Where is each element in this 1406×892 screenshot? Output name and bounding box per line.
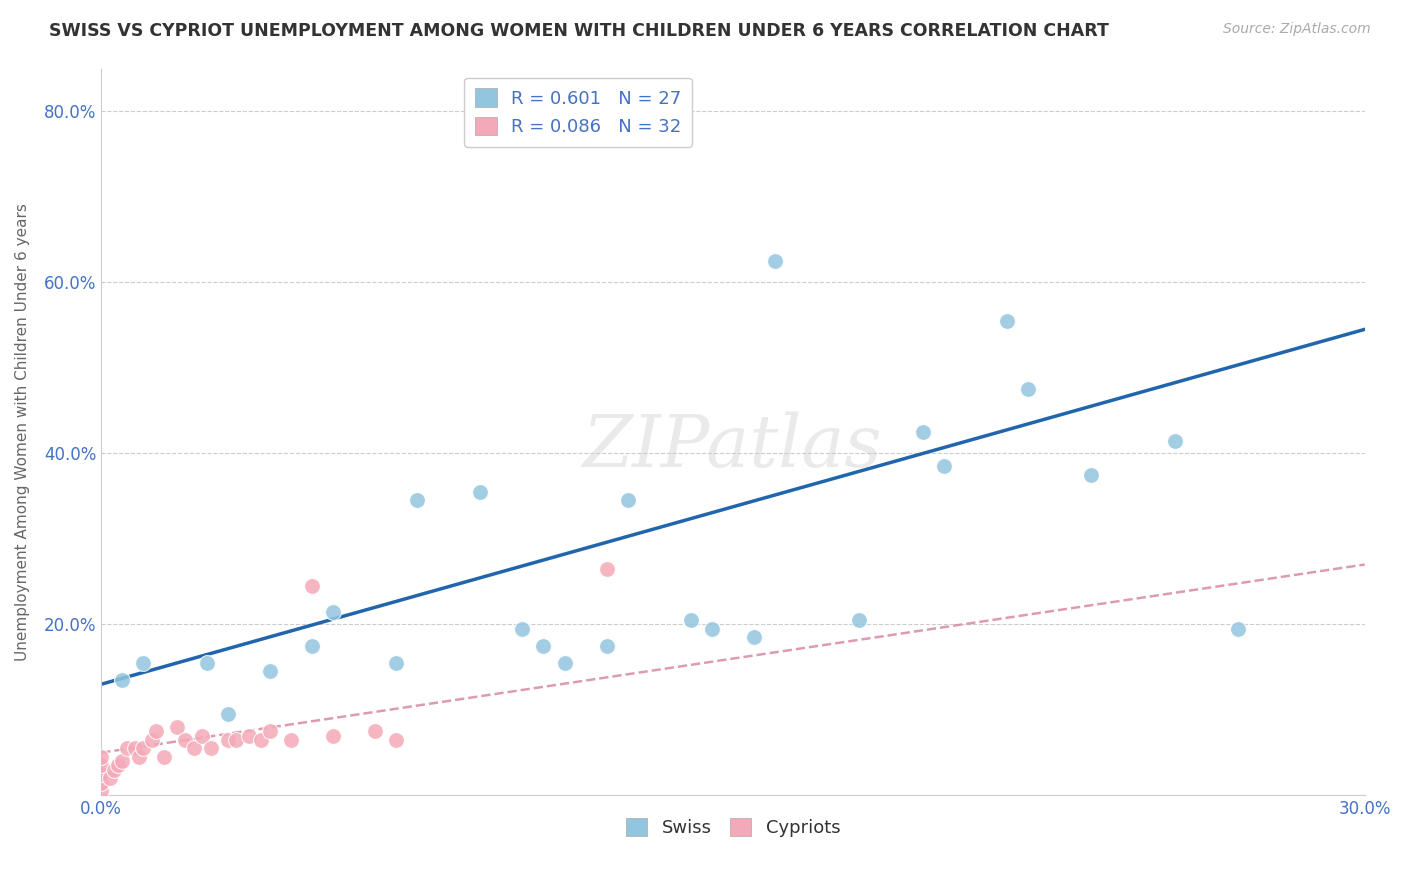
Point: [111, 754, 134, 768]
Point: [153, 750, 176, 764]
Point: [98, 772, 121, 786]
Point: [217, 707, 239, 722]
Point: [259, 665, 281, 679]
Point: [533, 639, 555, 653]
Point: [1227, 622, 1250, 636]
Y-axis label: Unemployment Among Women with Children Under 6 years: Unemployment Among Women with Children U…: [15, 203, 30, 661]
Point: [700, 622, 723, 636]
Point: [679, 613, 702, 627]
Point: [111, 673, 134, 687]
Point: [195, 656, 218, 670]
Point: [512, 622, 534, 636]
Point: [763, 254, 786, 268]
Point: [103, 763, 125, 777]
Point: [183, 741, 205, 756]
Point: [250, 732, 273, 747]
Point: [385, 732, 408, 747]
Point: [259, 724, 281, 739]
Point: [911, 425, 934, 439]
Point: [301, 639, 323, 653]
Point: [124, 741, 146, 756]
Point: [90, 758, 112, 772]
Legend: Swiss, Cypriots: Swiss, Cypriots: [619, 811, 848, 845]
Point: [191, 729, 214, 743]
Point: [174, 732, 197, 747]
Point: [301, 579, 323, 593]
Point: [90, 767, 112, 781]
Point: [132, 656, 155, 670]
Point: [595, 562, 617, 576]
Point: [90, 750, 112, 764]
Point: [141, 732, 163, 747]
Point: [742, 630, 765, 644]
Point: [1164, 434, 1187, 448]
Point: [225, 732, 247, 747]
Point: [385, 656, 408, 670]
Text: SWISS VS CYPRIOT UNEMPLOYMENT AMONG WOMEN WITH CHILDREN UNDER 6 YEARS CORRELATIO: SWISS VS CYPRIOT UNEMPLOYMENT AMONG WOME…: [49, 22, 1109, 40]
Text: ZIPatlas: ZIPatlas: [583, 411, 883, 482]
Point: [595, 639, 617, 653]
Point: [322, 605, 344, 619]
Point: [1080, 467, 1102, 482]
Text: Source: ZipAtlas.com: Source: ZipAtlas.com: [1223, 22, 1371, 37]
Point: [848, 613, 870, 627]
Point: [238, 729, 260, 743]
Point: [90, 784, 112, 798]
Point: [1017, 382, 1039, 396]
Point: [166, 720, 188, 734]
Point: [280, 732, 302, 747]
Point: [995, 314, 1018, 328]
Point: [322, 729, 344, 743]
Point: [217, 732, 239, 747]
Point: [554, 656, 576, 670]
Point: [115, 741, 138, 756]
Point: [364, 724, 387, 739]
Point: [90, 775, 112, 789]
Point: [200, 741, 222, 756]
Point: [616, 493, 638, 508]
Point: [132, 741, 155, 756]
Point: [406, 493, 429, 508]
Point: [932, 459, 955, 474]
Point: [107, 758, 129, 772]
Point: [128, 750, 150, 764]
Point: [470, 484, 492, 499]
Point: [145, 724, 167, 739]
